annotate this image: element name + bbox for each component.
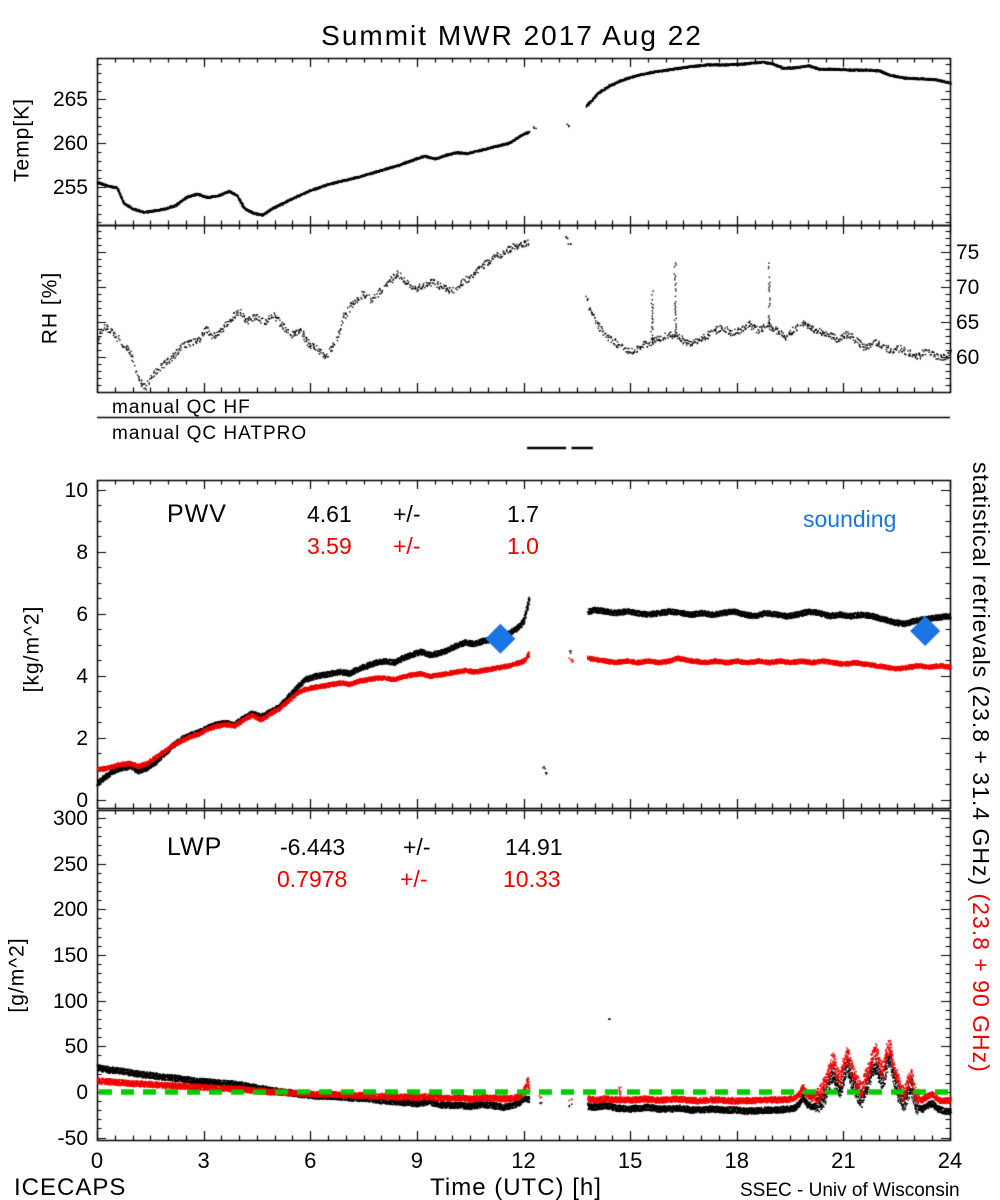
lwp-red-value: 0.7978 bbox=[277, 866, 348, 892]
lwp-ytick-label: 0 bbox=[76, 1080, 88, 1104]
icecaps-label: ICECAPS bbox=[14, 1174, 127, 1200]
x-tick-label: 6 bbox=[304, 1148, 317, 1173]
lwp-black-err: 14.91 bbox=[505, 834, 563, 860]
pwv-ytick-label: 6 bbox=[76, 602, 88, 626]
pwv-ytick-label: 4 bbox=[76, 664, 88, 688]
manual-qc-hf-label: manual QC HF bbox=[112, 397, 251, 418]
x-tick-label: 24 bbox=[937, 1148, 963, 1173]
x-tick-label: 15 bbox=[617, 1148, 643, 1173]
rh-ytick-label: 65 bbox=[956, 311, 980, 334]
temp-ytick-label: 265 bbox=[52, 88, 88, 112]
retrieval-frequencies-red: (23.8 + 90 GHz) bbox=[968, 893, 994, 1073]
lwp-ytick-label: 50 bbox=[64, 1035, 88, 1059]
pwv-red-pm: +/- bbox=[393, 533, 421, 559]
pwv-red-value: 3.59 bbox=[307, 533, 352, 559]
lwp-red-err: 10.33 bbox=[503, 866, 561, 892]
lwp-red-pm: +/- bbox=[400, 866, 428, 892]
lwp-black-value: -6.443 bbox=[280, 834, 346, 860]
lwp-ytick-label: 300 bbox=[52, 807, 88, 831]
ssec-credit-label: SSEC - Univ of Wisconsin bbox=[740, 1180, 960, 1200]
pwv-ytick-label: 0 bbox=[76, 788, 88, 812]
pwv-black-err: 1.7 bbox=[507, 501, 539, 527]
lwp-ytick-label: 250 bbox=[52, 852, 88, 876]
rh-axis-label: RH [%] bbox=[38, 271, 62, 345]
lwp-ytick-label: 150 bbox=[52, 944, 88, 967]
pwv-ytick-label: 8 bbox=[76, 540, 88, 564]
x-tick-label: 21 bbox=[831, 1148, 856, 1173]
lwp-black-pm: +/- bbox=[403, 834, 431, 860]
pwv-ytick-label: 10 bbox=[64, 478, 88, 502]
lwp-axis-label: [g/m^2] bbox=[5, 937, 29, 1013]
pwv-black-pm: +/- bbox=[393, 501, 421, 527]
lwp-ytick-label: 100 bbox=[52, 989, 88, 1013]
pwv-label: PWV bbox=[167, 500, 227, 528]
rh-ytick-label: 75 bbox=[956, 241, 980, 265]
x-tick-label: 12 bbox=[511, 1148, 536, 1173]
x-tick-label: 0 bbox=[90, 1148, 104, 1173]
plot-title: Summit MWR 2017 Aug 22 bbox=[321, 20, 703, 51]
pwv-ytick-label: 2 bbox=[76, 726, 88, 750]
temp-ytick-label: 260 bbox=[52, 132, 88, 156]
lwp-ytick-label: 200 bbox=[52, 898, 88, 922]
x-tick-label: 18 bbox=[724, 1148, 749, 1173]
retrieval-frequencies-label: statistical retrievals (23.8 + 31.4 GHz)… bbox=[968, 462, 994, 1073]
lwp-ytick-label: -50 bbox=[57, 1126, 88, 1150]
manual-qc-hatpro-label: manual QC HATPRO bbox=[112, 423, 308, 444]
pwv-red-err: 1.0 bbox=[507, 533, 539, 559]
temp-ytick-label: 255 bbox=[52, 176, 88, 200]
rh-ytick-label: 70 bbox=[956, 276, 980, 299]
x-tick-label: 3 bbox=[197, 1148, 210, 1173]
x-tick-label: 9 bbox=[410, 1148, 423, 1173]
rh-ytick-label: 60 bbox=[956, 346, 980, 369]
pwv-black-value: 4.61 bbox=[307, 501, 352, 527]
lwp-label: LWP bbox=[167, 833, 223, 861]
sounding-legend-label: sounding bbox=[803, 506, 897, 532]
x-axis-title: Time (UTC) [h] bbox=[430, 1174, 602, 1200]
retrieval-frequencies-black: statistical retrievals (23.8 + 31.4 GHz) bbox=[968, 462, 994, 887]
